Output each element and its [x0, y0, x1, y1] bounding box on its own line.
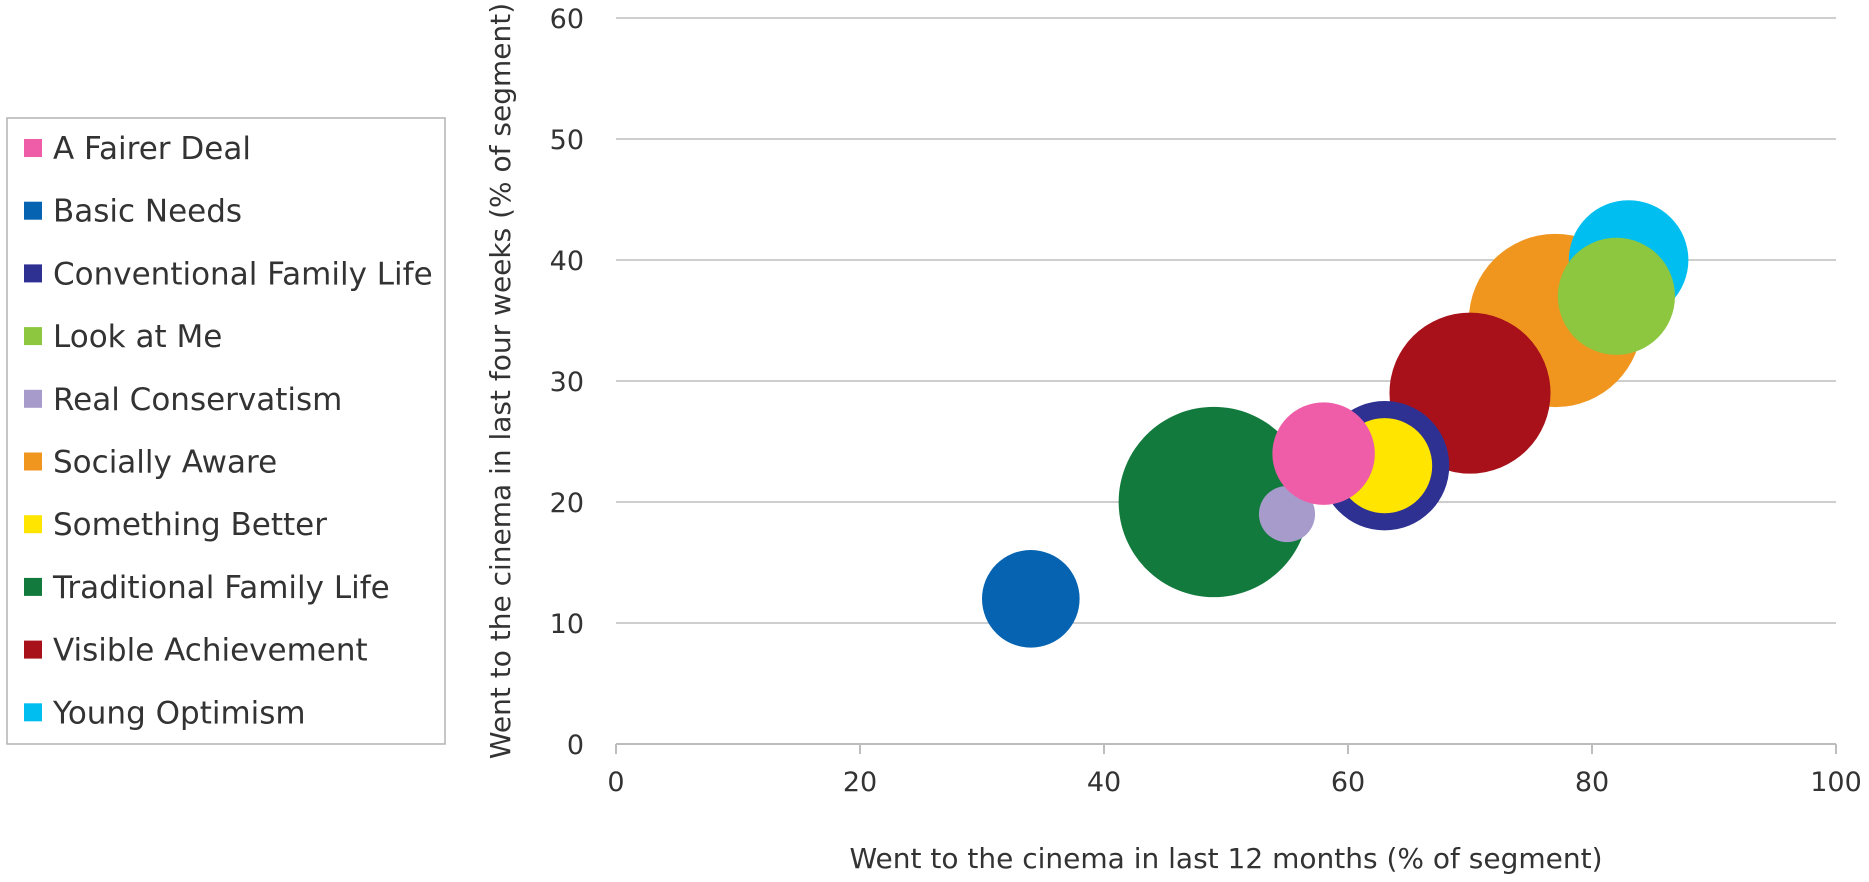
legend-swatch-young-optimism [24, 703, 42, 722]
legend-label-conventional-family-life: Conventional Family Life [53, 256, 433, 292]
legend-swatch-look-at-me [24, 327, 42, 346]
y-tick-label: 10 [550, 609, 584, 640]
x-axis-ticks: 0 20 40 60 80 100 [607, 767, 1861, 798]
legend-label-a-fairer-deal: A Fairer Deal [53, 131, 251, 167]
y-tick-label: 60 [550, 4, 584, 35]
bubble-a-fairer-deal [1272, 402, 1375, 505]
y-axis-title: Went to the cinema in last four weeks (%… [484, 3, 517, 759]
bubble-traditional-family-life [1118, 406, 1309, 598]
legend-label-traditional-family-life: Traditional Family Life [52, 570, 390, 606]
legend-label-visible-achievement: Visible Achievement [53, 633, 368, 669]
legend-swatch-something-better [24, 515, 42, 534]
x-tick-label: 60 [1331, 767, 1365, 798]
bubbles [982, 200, 1689, 648]
y-tick-label: 0 [567, 730, 584, 761]
x-tick-label: 80 [1575, 767, 1609, 798]
legend: A Fairer Deal Basic Needs Conventional Fam… [6, 117, 446, 745]
legend-label-socially-aware: Socially Aware [53, 445, 277, 481]
bubble-basic-needs [982, 550, 1080, 648]
legend-box [6, 117, 446, 745]
legend-swatch-a-fairer-deal [24, 139, 42, 157]
legend-label-something-better: Something Better [53, 507, 327, 543]
y-axis-ticks: 0 10 20 30 40 50 60 [550, 4, 584, 761]
y-tick-label: 40 [550, 246, 584, 277]
legend-label-real-conservatism: Real Conservatism [53, 382, 342, 418]
x-axis [615, 743, 1837, 754]
x-axis-title: Went to the cinema in last 12 months (% … [849, 842, 1602, 875]
y-tick-label: 30 [550, 367, 584, 398]
bubble-real-conservatism [1258, 486, 1316, 543]
legend-swatch-basic-needs [24, 201, 42, 220]
x-tick-label: 20 [843, 767, 877, 798]
legend-label-young-optimism: Young Optimism [52, 695, 306, 731]
legend-swatch-real-conservatism [24, 389, 42, 408]
x-tick-label: 0 [607, 767, 624, 798]
legend-swatch-conventional-family-life [24, 264, 42, 283]
gridlines [616, 17, 1836, 624]
bubble-look-at-me [1557, 237, 1675, 355]
y-tick-label: 20 [550, 488, 584, 519]
legend-label-basic-needs: Basic Needs [53, 194, 242, 230]
legend-swatch-traditional-family-life [24, 577, 42, 596]
y-tick-label: 50 [550, 125, 584, 156]
legend-swatch-socially-aware [24, 452, 42, 471]
legend-swatch-visible-achievement [24, 640, 42, 659]
x-tick-label: 40 [1087, 767, 1121, 798]
x-tick-label: 100 [1810, 767, 1862, 798]
legend-label-look-at-me: Look at Me [53, 319, 222, 355]
